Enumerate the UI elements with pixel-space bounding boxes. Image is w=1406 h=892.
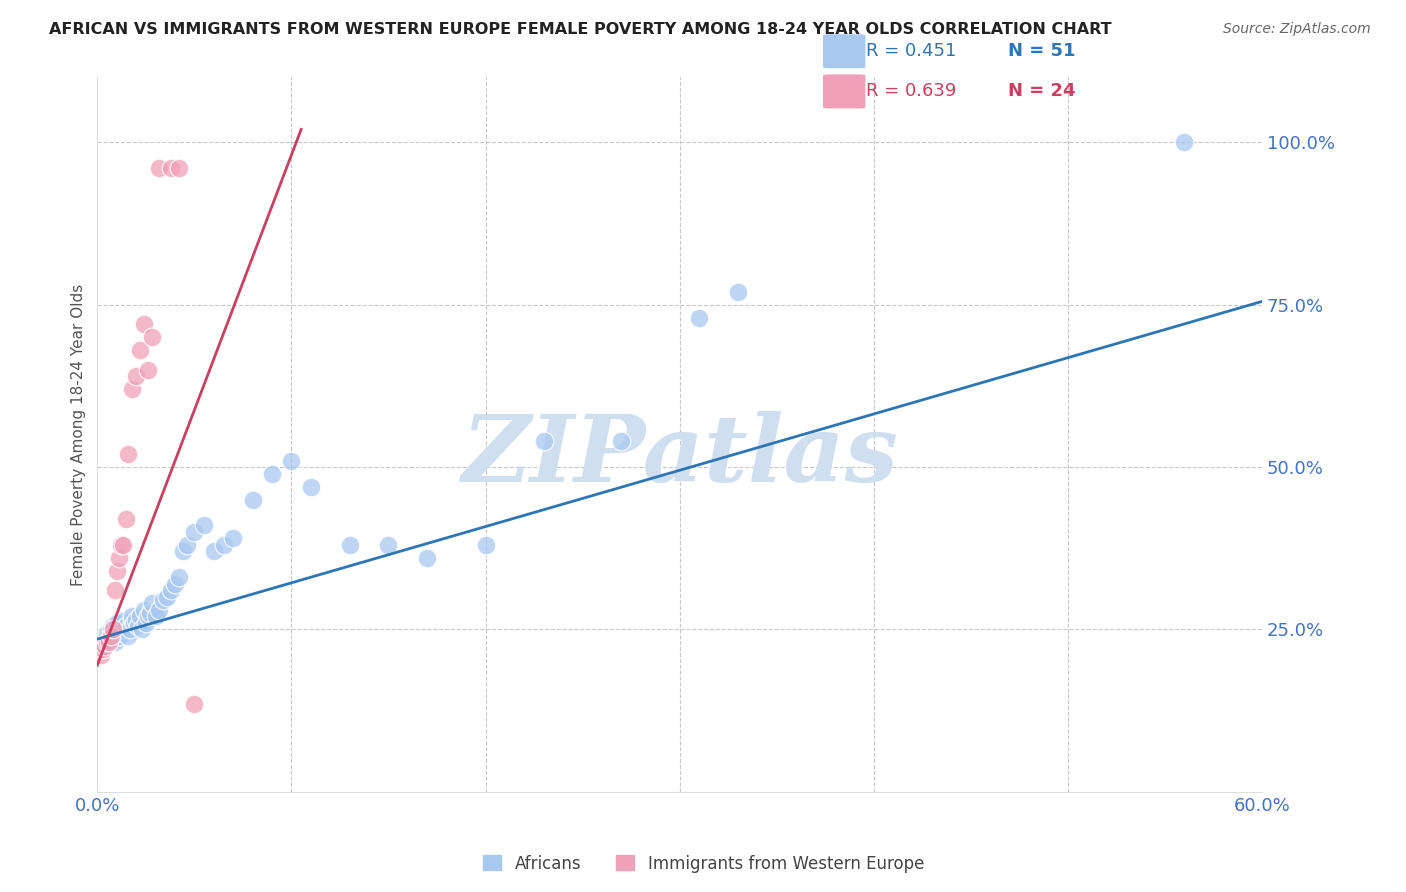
- Text: Source: ZipAtlas.com: Source: ZipAtlas.com: [1223, 22, 1371, 37]
- Point: [117, 447, 139, 461]
- Point: [107, 629, 129, 643]
- Point: [167, 161, 190, 176]
- Point: [98, 635, 121, 649]
- Point: [160, 161, 183, 176]
- Point: [101, 619, 124, 633]
- Point: [115, 619, 138, 633]
- Point: [1173, 136, 1195, 150]
- Point: [111, 538, 134, 552]
- Point: [145, 609, 167, 624]
- Point: [107, 550, 129, 565]
- Point: [474, 538, 496, 552]
- Point: [101, 623, 124, 637]
- Point: [111, 623, 134, 637]
- Point: [416, 550, 439, 565]
- Point: [125, 613, 148, 627]
- Point: [156, 590, 179, 604]
- Point: [105, 564, 128, 578]
- Point: [121, 382, 143, 396]
- Point: [163, 577, 186, 591]
- Legend: Africans, Immigrants from Western Europe: Africans, Immigrants from Western Europe: [475, 847, 931, 880]
- Point: [136, 362, 159, 376]
- Point: [131, 623, 153, 637]
- Point: [148, 603, 170, 617]
- Point: [377, 538, 399, 552]
- Point: [104, 583, 127, 598]
- Point: [280, 453, 302, 467]
- Point: [132, 317, 155, 331]
- Point: [110, 623, 132, 637]
- Point: [183, 524, 205, 539]
- Point: [139, 606, 162, 620]
- Point: [135, 615, 157, 630]
- Text: N = 24: N = 24: [1008, 82, 1076, 101]
- Point: [120, 623, 142, 637]
- Point: [121, 613, 143, 627]
- Point: [100, 623, 122, 637]
- Point: [141, 596, 163, 610]
- Point: [121, 609, 143, 624]
- Point: [132, 603, 155, 617]
- Point: [114, 613, 136, 627]
- Point: [129, 343, 152, 358]
- Point: [110, 538, 132, 552]
- Point: [533, 434, 555, 448]
- Text: N = 51: N = 51: [1008, 42, 1076, 61]
- Point: [260, 467, 283, 481]
- Point: [127, 619, 149, 633]
- Point: [122, 615, 145, 630]
- Point: [610, 434, 633, 448]
- Point: [152, 593, 174, 607]
- Point: [96, 635, 118, 649]
- Text: R = 0.451: R = 0.451: [866, 42, 956, 61]
- Point: [172, 544, 194, 558]
- Point: [136, 609, 159, 624]
- Point: [183, 697, 205, 711]
- Point: [688, 310, 710, 325]
- Point: [104, 635, 127, 649]
- Point: [129, 609, 152, 624]
- Point: [115, 512, 138, 526]
- Point: [202, 544, 225, 558]
- Point: [105, 615, 128, 630]
- Point: [91, 641, 114, 656]
- FancyBboxPatch shape: [823, 34, 866, 69]
- Point: [339, 538, 361, 552]
- Point: [212, 538, 235, 552]
- Text: AFRICAN VS IMMIGRANTS FROM WESTERN EUROPE FEMALE POVERTY AMONG 18-24 YEAR OLDS C: AFRICAN VS IMMIGRANTS FROM WESTERN EUROP…: [49, 22, 1112, 37]
- Point: [193, 518, 215, 533]
- Point: [96, 625, 118, 640]
- Point: [299, 479, 322, 493]
- Point: [242, 492, 264, 507]
- Point: [160, 583, 183, 598]
- Point: [727, 285, 749, 299]
- Point: [176, 538, 198, 552]
- Point: [90, 648, 112, 663]
- FancyBboxPatch shape: [823, 74, 866, 109]
- Text: ZIPatlas: ZIPatlas: [461, 411, 898, 501]
- Point: [148, 161, 170, 176]
- Point: [117, 629, 139, 643]
- Point: [125, 369, 148, 384]
- Point: [222, 532, 245, 546]
- Point: [94, 639, 117, 653]
- Text: R = 0.639: R = 0.639: [866, 82, 956, 101]
- Point: [100, 629, 122, 643]
- Point: [167, 570, 190, 584]
- Y-axis label: Female Poverty Among 18-24 Year Olds: Female Poverty Among 18-24 Year Olds: [72, 284, 86, 586]
- Point: [141, 330, 163, 344]
